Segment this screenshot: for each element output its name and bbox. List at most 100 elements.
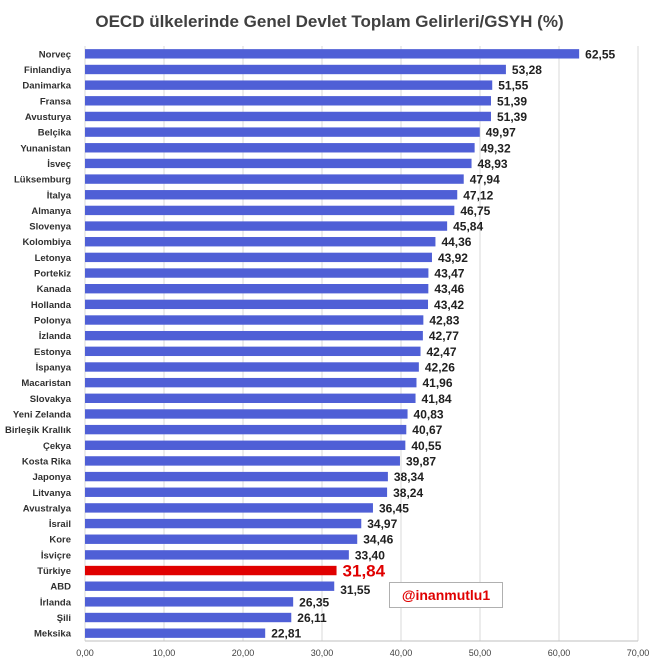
category-label: Şili [57, 613, 71, 624]
bar [85, 550, 349, 560]
value-label: 44,36 [441, 235, 471, 249]
bar [85, 393, 416, 403]
bar [85, 424, 407, 435]
category-label: Letonya [35, 253, 72, 264]
bar [85, 221, 448, 231]
bar [85, 377, 417, 388]
category-label: Avustralya [23, 503, 72, 514]
bar [85, 127, 480, 137]
bar [85, 268, 429, 278]
bar [85, 362, 419, 372]
category-label: Almanya [31, 206, 71, 217]
value-label: 40,67 [412, 423, 442, 437]
value-label: 51,39 [497, 110, 527, 124]
value-label: 42,26 [425, 360, 455, 374]
value-label: 46,75 [460, 204, 490, 218]
category-label: Slovenya [29, 222, 71, 233]
category-label: Yeni Zelanda [13, 409, 72, 420]
value-label: 47,94 [470, 173, 500, 187]
value-label: 31,55 [340, 583, 370, 597]
bar [85, 534, 358, 544]
bar [85, 80, 493, 90]
bar [85, 158, 472, 169]
category-label: İspanya [36, 362, 72, 373]
value-label: 51,39 [497, 94, 527, 108]
value-label: 42,47 [427, 345, 457, 359]
value-label: 47,12 [463, 188, 493, 202]
value-label: 42,77 [429, 329, 459, 343]
value-label: 40,55 [411, 439, 441, 453]
category-label: İrlanda [40, 597, 72, 608]
value-label: 34,97 [367, 517, 397, 531]
value-label: 49,97 [486, 126, 516, 140]
x-tick-label: 10,00 [153, 648, 176, 658]
category-label: Macaristan [21, 378, 71, 389]
bar [85, 49, 580, 59]
value-label: 43,42 [434, 298, 464, 312]
bar [85, 205, 455, 216]
bar [85, 252, 432, 263]
category-label: Litvanya [32, 488, 71, 499]
category-label: Slovakya [30, 394, 72, 405]
bar [85, 471, 388, 482]
category-label: Fransa [40, 96, 72, 107]
value-label: 48,93 [478, 157, 508, 171]
value-label: 38,24 [393, 486, 423, 500]
value-label: 43,92 [438, 251, 468, 265]
category-label: Yunanistan [20, 143, 71, 154]
value-label: 43,46 [434, 282, 464, 296]
category-label: Kosta Rika [22, 456, 72, 467]
bar [85, 456, 400, 466]
bar [85, 487, 388, 497]
x-tick-label: 40,00 [390, 648, 413, 658]
bar [85, 503, 373, 513]
x-tick-label: 0,00 [76, 648, 94, 658]
category-label: Belçika [38, 128, 72, 139]
category-label: Kolombiya [22, 237, 71, 248]
value-label: 22,81 [271, 627, 301, 641]
value-label: 41,96 [422, 376, 452, 390]
category-label: Çekya [43, 441, 72, 452]
bar [85, 440, 406, 450]
bar [85, 174, 464, 184]
value-label: 53,28 [512, 63, 542, 77]
category-label: Polonya [34, 316, 72, 327]
category-label: Estonya [34, 347, 72, 358]
category-label: Kore [49, 535, 71, 546]
value-label: 49,32 [481, 141, 511, 155]
category-label: Lüksemburg [14, 175, 71, 186]
value-label-highlight: 31,84 [343, 562, 386, 581]
category-label: Avusturya [25, 112, 72, 123]
bar [85, 346, 421, 357]
category-label: Türkiye [37, 566, 71, 577]
bar [85, 284, 429, 294]
bar [85, 299, 429, 310]
chart-title: OECD ülkelerinde Genel Devlet Toplam Gel… [95, 12, 564, 31]
value-label: 40,83 [414, 407, 444, 421]
value-label: 26,11 [297, 611, 327, 625]
value-label: 41,84 [422, 392, 452, 406]
value-label: 51,55 [498, 79, 528, 93]
bar [85, 597, 294, 607]
category-label: Hollanda [31, 300, 72, 311]
bar [85, 581, 335, 591]
category-label: Danimarka [22, 81, 71, 92]
category-label: İtalya [47, 190, 72, 201]
value-label: 38,34 [394, 470, 424, 484]
value-label: 43,47 [434, 267, 464, 281]
value-label: 34,46 [363, 533, 393, 547]
x-tick-label: 60,00 [548, 648, 571, 658]
bar [85, 628, 266, 638]
category-label: Finlandiya [24, 65, 72, 76]
category-label: Birleşik Krallık [5, 425, 72, 436]
category-label: İsrail [49, 519, 71, 530]
x-tick-label: 50,00 [469, 648, 492, 658]
bar [85, 237, 436, 247]
bar [85, 64, 506, 75]
bar [85, 518, 362, 529]
bar [85, 111, 491, 122]
x-tick-label: 20,00 [232, 648, 255, 658]
category-label: ABD [50, 582, 71, 593]
